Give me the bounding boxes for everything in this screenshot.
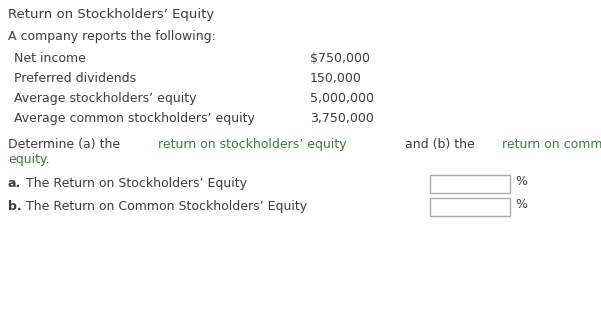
Text: a.: a. (8, 177, 21, 190)
Bar (430, 175, 510, 193)
Text: equity.: equity. (8, 153, 50, 166)
Text: b.: b. (8, 200, 22, 213)
Text: The Return on Stockholders’ Equity: The Return on Stockholders’ Equity (22, 177, 247, 190)
Text: A company reports the following:: A company reports the following: (8, 30, 216, 43)
Text: The Return on Common Stockholders’ Equity: The Return on Common Stockholders’ Equit… (22, 200, 307, 213)
Text: 150,000: 150,000 (310, 72, 362, 85)
Text: 3,750,000: 3,750,000 (310, 112, 374, 125)
Text: 5,000,000: 5,000,000 (310, 92, 374, 105)
Text: return on common stockholders’: return on common stockholders’ (502, 138, 601, 151)
Text: Determine (a) the: Determine (a) the (8, 138, 124, 151)
Text: Preferred dividends: Preferred dividends (14, 72, 136, 85)
Text: return on stockholders’ equity: return on stockholders’ equity (158, 138, 346, 151)
Text: %: % (515, 198, 527, 211)
Bar (430, 198, 510, 216)
Text: Net income: Net income (14, 52, 86, 65)
Text: Average stockholders’ equity: Average stockholders’ equity (14, 92, 197, 105)
Text: Average common stockholders’ equity: Average common stockholders’ equity (14, 112, 255, 125)
Text: and (b) the: and (b) the (401, 138, 479, 151)
Text: Return on Stockholders’ Equity: Return on Stockholders’ Equity (8, 8, 214, 21)
Text: %: % (515, 175, 527, 188)
Text: $750,000: $750,000 (310, 52, 370, 65)
